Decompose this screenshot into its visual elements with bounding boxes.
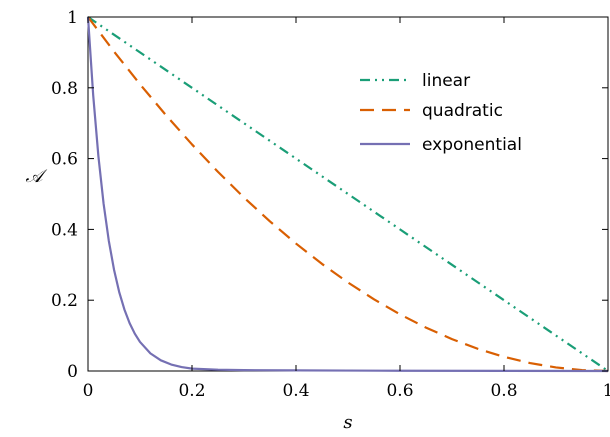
legend-label-linear: linear: [422, 71, 470, 91]
legend-label-exponential: exponential: [422, 135, 522, 155]
y-tick-label: 0.2: [51, 291, 78, 311]
x-tick-label: 0: [83, 381, 94, 401]
y-tick-label: 0.8: [51, 79, 78, 99]
legend-label-quadratic: quadratic: [422, 101, 503, 121]
x-axis-label: s: [343, 412, 352, 433]
x-tick-label: 0.8: [490, 381, 517, 401]
y-tick-label: 0.4: [51, 220, 78, 240]
series-quadratic: [87, 16, 609, 373]
y-tick-label: 1: [67, 8, 78, 28]
x-tick-label: 0.4: [282, 381, 309, 401]
x-tick-label: 0.6: [386, 381, 413, 401]
y-axis-label: 𝒜: [25, 166, 47, 187]
x-tick-label: 1: [603, 381, 610, 401]
series-layer: [86, 16, 609, 373]
ticks-layer: 0 0.2 0.4 0.6 0.8 1 0 0.2 0.4 0.6 0.8 1: [51, 8, 610, 401]
legend: linear quadratic exponential: [360, 71, 522, 155]
series-linear: [87, 16, 609, 372]
series-exponential: [86, 16, 609, 373]
x-tick-label: 0.2: [178, 381, 205, 401]
y-tick-label: 0: [67, 362, 78, 382]
y-tick-label: 0.6: [51, 150, 78, 170]
